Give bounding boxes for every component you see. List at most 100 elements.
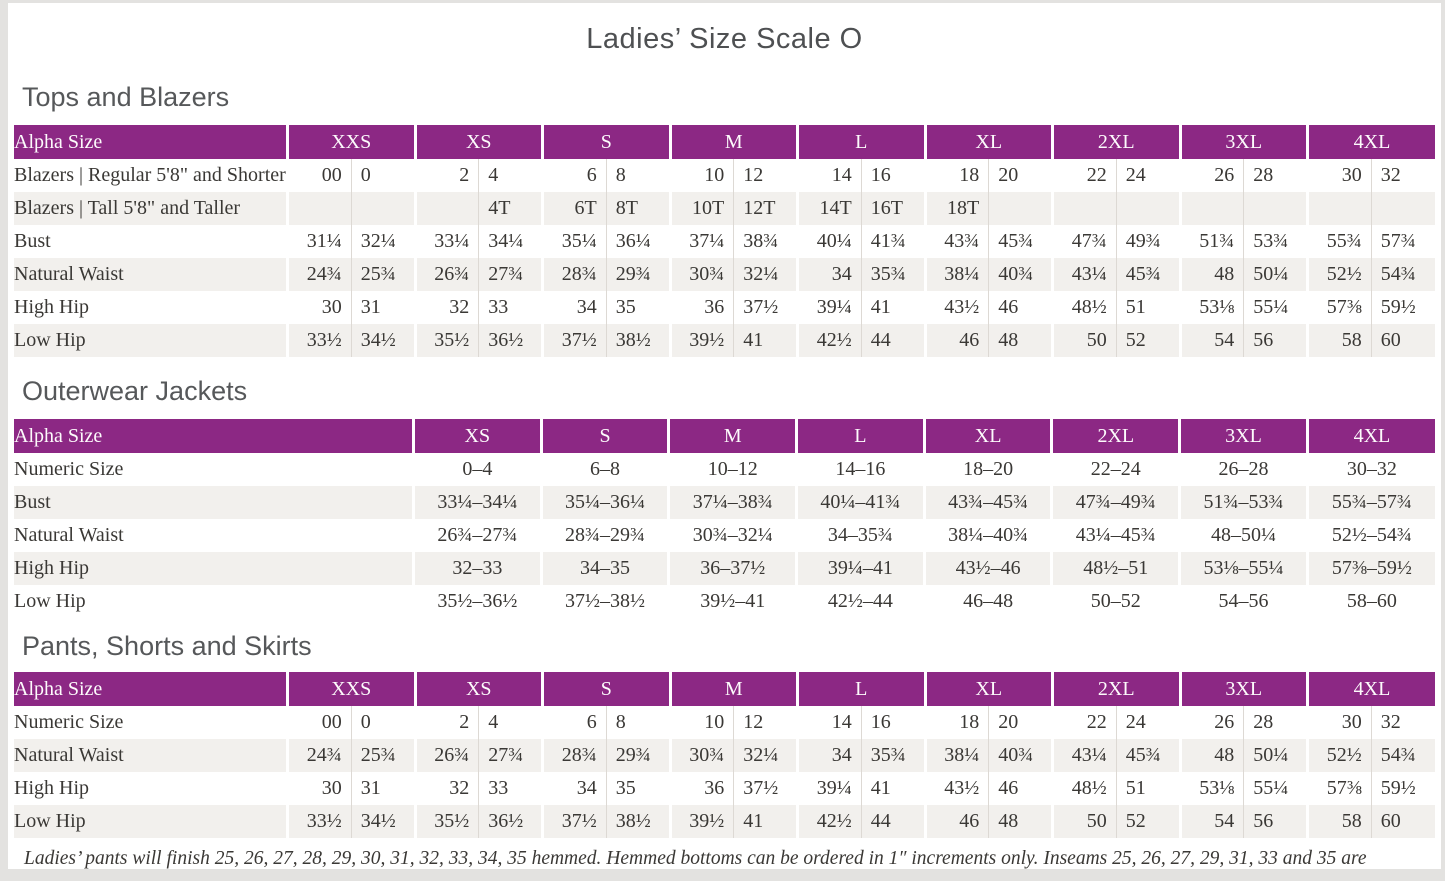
row-label: Low Hip [14, 805, 288, 838]
size-value-cell: 43¾–45¾ [922, 486, 1052, 519]
row-label: High Hip [14, 552, 414, 585]
size-value-cell: 30¾ [668, 258, 734, 291]
size-column-header: L [795, 419, 925, 453]
size-value-cell: 39½ [668, 324, 734, 357]
row-label: Bust [14, 230, 51, 252]
size-value-cell: 20 [988, 159, 1053, 192]
size-value-cell [350, 192, 415, 225]
size-value-cell: 6 [541, 706, 607, 739]
size-value-cell: 00 [286, 159, 352, 192]
size-value-cell: 39¼ [796, 291, 862, 324]
table-row: Numeric Size 0–4 6–8 10–12 14–16 18–20 22–24 26… [14, 453, 1435, 486]
size-value-cell: 34 [541, 772, 607, 805]
size-value-cell: 53¾ [1243, 225, 1308, 258]
size-column-header: 2XL [1051, 125, 1180, 159]
size-value-cell: 14 [796, 159, 862, 192]
size-value-cell: 40¼ [796, 225, 862, 258]
size-value-cell: 30 [1306, 706, 1372, 739]
size-value-cell: 57⅜–59½ [1305, 552, 1435, 585]
size-value-cell: 60 [1370, 805, 1435, 838]
table-row: Blazers | Regular 5'8" and Shorter 00 0 2 4 6… [14, 159, 1435, 192]
size-value-cell: 57⅜ [1306, 772, 1372, 805]
size-value-cell: 54 [1178, 805, 1244, 838]
size-value-cell: 42½–44 [795, 585, 925, 618]
size-value-cell: 37½ [733, 291, 798, 324]
size-value-cell: 31 [350, 291, 415, 324]
size-value-cell: 38¼–40¾ [922, 519, 1052, 552]
size-column-header: XS [413, 125, 543, 159]
alpha-size-header: Alpha Size [14, 125, 288, 159]
size-value-cell: 28¾ [541, 258, 607, 291]
size-value-cell: 18 [923, 159, 989, 192]
size-column-header: XS [413, 672, 543, 706]
size-value-cell: 14T [796, 192, 862, 225]
table-outerwear-jackets: Alpha Size XS S M L XL 2XL 3XL 4XL Numeric Size 0–… [14, 419, 1435, 618]
size-value-cell: 60 [1370, 324, 1435, 357]
row-label: Numeric Size [14, 711, 124, 733]
size-column-header: XL [922, 419, 1052, 453]
row-label: Blazers | Regular 5'8" and Shorter [14, 164, 286, 186]
size-value-cell: 59½ [1370, 772, 1435, 805]
size-column-header: XL [923, 672, 1053, 706]
size-value-cell: 36 [668, 772, 734, 805]
size-value-cell: 57¾ [1370, 225, 1435, 258]
size-value-cell: 42½ [796, 805, 862, 838]
size-value-cell: 18–20 [922, 453, 1052, 486]
size-value-cell [1178, 192, 1244, 225]
size-column-header: XXS [286, 672, 415, 706]
size-value-cell: 30¾–32¼ [667, 519, 797, 552]
size-value-cell: 4 [478, 706, 543, 739]
size-value-cell: 26 [1178, 159, 1244, 192]
size-value-cell: 52 [1115, 805, 1180, 838]
size-value-cell: 59½ [1370, 291, 1435, 324]
size-value-cell: 32 [413, 291, 479, 324]
size-value-cell: 54¾ [1370, 258, 1435, 291]
section-outerwear-jackets: Outerwear Jackets Alpha Size XS S M L XL 2XL 3X… [14, 373, 1435, 618]
size-value-cell: 2 [413, 706, 479, 739]
size-value-cell: 2 [413, 159, 479, 192]
size-value-cell: 58 [1306, 324, 1372, 357]
size-value-cell [1115, 192, 1180, 225]
size-value-cell: 54 [1178, 324, 1244, 357]
size-value-cell: 52½ [1306, 739, 1372, 772]
size-value-cell: 56 [1243, 324, 1308, 357]
size-value-cell: 33 [478, 291, 543, 324]
size-column-header: 2XL [1050, 419, 1180, 453]
size-value-cell: 22 [1051, 159, 1117, 192]
size-value-cell: 35¼–36¼ [539, 486, 669, 519]
size-value-cell: 50¼ [1243, 739, 1308, 772]
size-value-cell: 36¼ [605, 225, 670, 258]
table-row: Bust 31¼ 32¼ 33¼ 34¼ 35¼ 36¼ 37¼ 38¾ 40¼ 41¾ 43¾ 45¾… [14, 225, 1435, 258]
size-column-header: S [539, 419, 669, 453]
size-value-cell: 28 [1243, 159, 1308, 192]
size-value-cell: 48 [1178, 739, 1244, 772]
size-value-cell: 29¾ [605, 739, 670, 772]
size-value-cell: 43¼ [1051, 739, 1117, 772]
size-value-cell: 45¾ [1115, 739, 1180, 772]
size-value-cell: 26¾–27¾ [412, 519, 542, 552]
size-value-cell: 36 [668, 291, 734, 324]
size-value-cell: 54¾ [1370, 739, 1435, 772]
size-value-cell: 30¾ [668, 739, 734, 772]
size-value-cell: 52½–54¾ [1305, 519, 1435, 552]
size-value-cell [286, 192, 352, 225]
size-value-cell: 32 [413, 772, 479, 805]
size-value-cell [1306, 192, 1372, 225]
size-value-cell: 28 [1243, 706, 1308, 739]
size-value-cell: 48½–51 [1050, 552, 1180, 585]
size-value-cell: 22–24 [1050, 453, 1180, 486]
size-value-cell: 48 [988, 805, 1053, 838]
size-value-cell: 45¾ [1115, 258, 1180, 291]
size-value-cell: 32¼ [733, 258, 798, 291]
size-value-cell: 55¾ [1306, 225, 1372, 258]
size-value-cell: 41 [860, 291, 925, 324]
size-value-cell: 38¼ [923, 739, 989, 772]
size-value-cell: 30 [1306, 159, 1372, 192]
size-value-cell: 20 [988, 706, 1053, 739]
size-value-cell: 10 [668, 706, 734, 739]
size-value-cell: 35¼ [541, 225, 607, 258]
size-value-cell: 33½ [286, 324, 352, 357]
section-heading-tops-and-blazers: Tops and Blazers [22, 82, 230, 112]
size-column-header: XS [412, 419, 542, 453]
